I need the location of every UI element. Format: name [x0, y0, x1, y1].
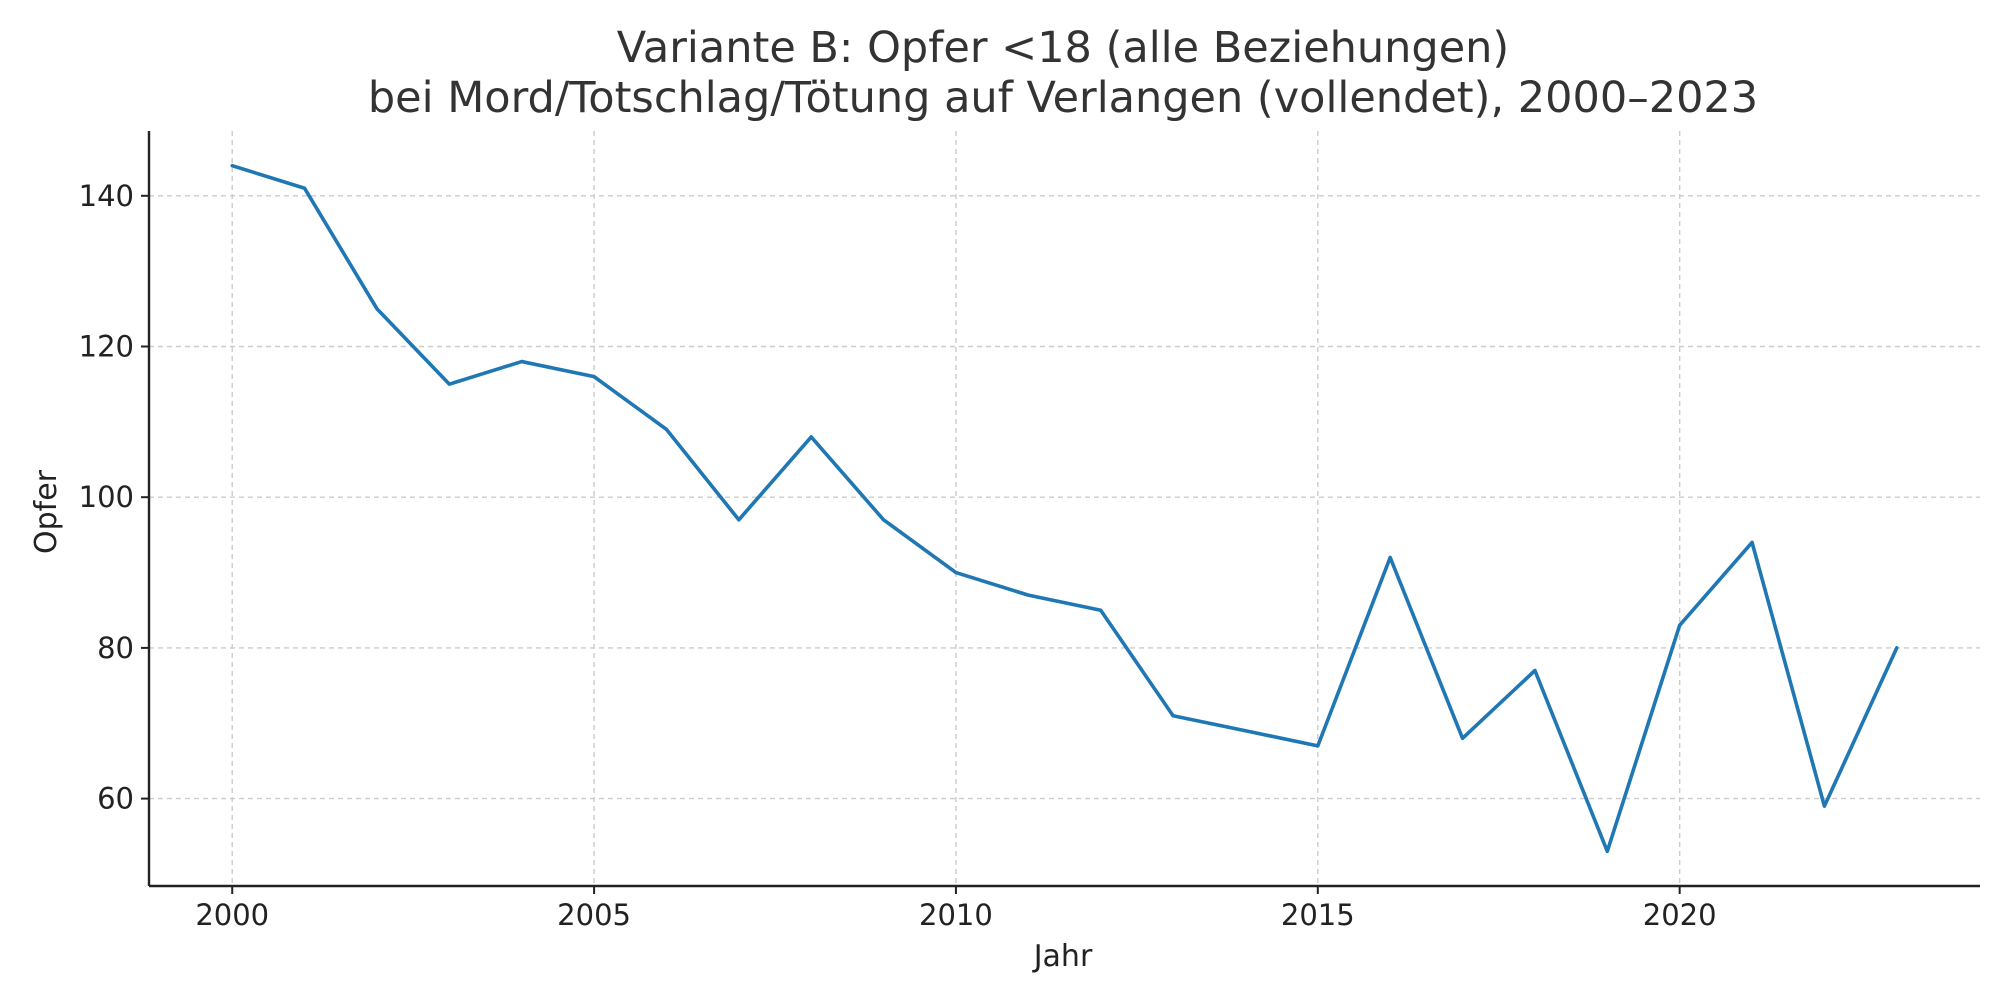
x-tick-label-2015: 2015: [1281, 898, 1355, 932]
grid: [149, 131, 1980, 886]
y-tick-label-120: 120: [79, 329, 134, 363]
x-tick-label-2000: 2000: [195, 898, 269, 932]
axes: 2000 2005 2010 2015 2020 60 80 100 120 140: [79, 131, 1980, 932]
x-tick-label-2005: 2005: [557, 898, 631, 932]
series-line-0: [230, 163, 1899, 854]
y-tick-label-100: 100: [79, 480, 134, 514]
chart-subtitle: bei Mord/Totschlag/Tötung auf Verlangen …: [368, 73, 1758, 123]
y-tick-label-60: 60: [97, 782, 134, 816]
x-tick-label-2020: 2020: [1643, 898, 1717, 932]
chart-title: Variante B: Opfer <18 (alle Beziehungen): [617, 23, 1509, 73]
series-layer: [230, 163, 1899, 854]
y-tick-label-140: 140: [79, 179, 134, 213]
x-tick-label-2010: 2010: [919, 898, 993, 932]
y-axis-label: Opfer: [29, 469, 64, 554]
y-tick-label-80: 80: [97, 631, 134, 665]
x-axis-label: Jahr: [1032, 939, 1093, 974]
